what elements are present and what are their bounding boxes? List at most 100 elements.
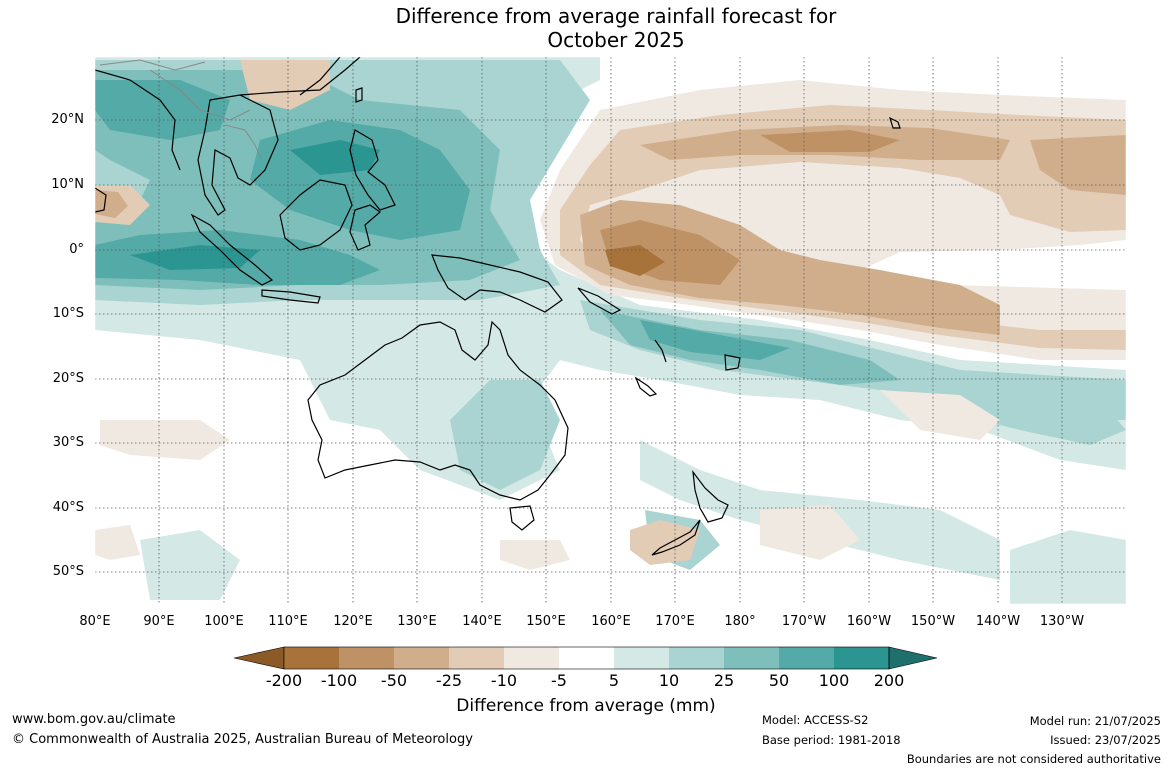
colorbar-tick-label: -25 (435, 671, 463, 690)
colorbar-swatch (394, 647, 449, 669)
colorbar-tick-label: 25 (713, 671, 735, 690)
solomon-islands-coastline (577, 287, 622, 315)
taiwan-coastline (355, 87, 363, 103)
lat-label: 30°S (52, 435, 84, 450)
model-name: Model: ACCESS-S2 (762, 713, 869, 727)
japan-coastline (299, 57, 341, 96)
india-coastline (95, 69, 181, 171)
anomaly-region (100, 420, 230, 460)
lat-label: 50°S (52, 564, 84, 579)
colorbar-swatch (669, 647, 724, 669)
boundaries-disclaimer: Boundaries are not considered authoritat… (906, 752, 1161, 766)
anomaly-region (140, 530, 240, 600)
lat-label: 20°S (52, 371, 84, 386)
colorbar-frame (283, 646, 890, 670)
colorbar-tick-label: -50 (380, 671, 408, 690)
lon-label: 90°E (143, 614, 175, 629)
anomaly-region (630, 520, 700, 565)
sumatra-coastline (190, 213, 274, 286)
anomaly-region (500, 540, 570, 570)
anomaly-region (560, 105, 1126, 350)
website-link[interactable]: www.bom.gov.au/climate (12, 712, 176, 727)
anomaly-region (240, 60, 330, 110)
new-guinea-coastline (431, 254, 563, 313)
lon-label: 170°E (655, 614, 695, 629)
colorbar-tick-label: -100 (320, 671, 358, 690)
anomaly-region (290, 140, 380, 175)
anomaly-region (1010, 530, 1126, 604)
colorbar-swatch (614, 647, 669, 669)
australia-coastline (307, 320, 569, 501)
colorbar (233, 646, 938, 670)
colorbar-tick-label: -5 (551, 671, 567, 690)
lat-label: 10°S (52, 306, 84, 321)
base-period: Base period: 1981-2018 (762, 733, 901, 747)
title-line-1: Difference from average rainfall forecas… (395, 4, 837, 28)
lat-label: 10°N (51, 177, 84, 192)
colorbar-swatch (559, 647, 614, 669)
lon-label: 150°W (910, 614, 956, 629)
colorbar-swatch (724, 647, 779, 669)
anomaly-region (640, 320, 790, 360)
anomaly-region (95, 80, 230, 140)
philippines-coastline (349, 129, 396, 211)
lon-label: 140°E (462, 614, 502, 629)
country-borders (99, 59, 263, 161)
colorbar-tick-label: -10 (490, 671, 518, 690)
south-island-nz-coastline (651, 519, 701, 556)
fiji-coastline (724, 354, 741, 371)
colorbar-title: Difference from average (mm) (456, 696, 716, 716)
border-line (224, 124, 263, 161)
colorbar-extend-high (888, 646, 938, 670)
lon-label: 80°E (79, 614, 111, 629)
anomaly-region (605, 245, 665, 276)
colorbar-tick-label: 100 (818, 671, 850, 690)
sulawesi-coastline (349, 204, 381, 251)
north-island-nz-coastline (692, 469, 729, 523)
colorbar-swatch (449, 647, 504, 669)
graticule (95, 57, 1126, 604)
anomaly-region (760, 505, 860, 560)
anomaly-region (95, 190, 128, 218)
lat-label: 0° (69, 242, 84, 257)
vanuatu-coastline (654, 339, 667, 363)
borneo-coastline (279, 179, 353, 251)
anomaly-region (1030, 135, 1126, 195)
lon-label: 170°W (781, 614, 827, 629)
colorbar-tick-label: 10 (658, 671, 680, 690)
lon-label: 100°E (204, 614, 244, 629)
china-coastline (239, 57, 361, 96)
model-run-date: Model run: 21/07/2025 (1029, 714, 1161, 728)
map-title: Difference from average rainfall forecas… (0, 4, 1173, 52)
lon-label: 160°E (591, 614, 631, 629)
new-caledonia-coastline (634, 376, 658, 397)
coastlines (95, 57, 901, 556)
colorbar-swatch (339, 647, 394, 669)
lon-label: 160°W (846, 614, 892, 629)
title-line-2: October 2025 (547, 28, 685, 52)
lon-label: 110°E (268, 614, 308, 629)
lon-label: 130°E (397, 614, 437, 629)
tasmania-coastline (509, 505, 535, 531)
colorbar-extend-low (233, 646, 285, 670)
border-line (149, 69, 251, 121)
colorbar-swatch (779, 647, 834, 669)
border-line (99, 59, 206, 71)
sri-lanka-coastline (95, 187, 107, 213)
colorbar-tick-label: 5 (608, 671, 620, 690)
colorbar-tick-label: 50 (768, 671, 790, 690)
indochina-coastline (197, 94, 279, 216)
lon-label: 180° (724, 614, 756, 629)
anomaly-region (760, 130, 900, 152)
lon-label: 120°E (333, 614, 373, 629)
colorbar-swatch (504, 647, 559, 669)
colorbar-tick-label: 200 (873, 671, 905, 690)
anomaly-region (450, 380, 560, 490)
lat-label: 40°S (52, 500, 84, 515)
anomaly-field (95, 57, 1126, 604)
issued-date: Issued: 23/07/2025 (1050, 733, 1161, 747)
anomaly-region (940, 390, 1126, 445)
copyright-text: © Commonwealth of Australia 2025, Austra… (12, 732, 473, 747)
lon-label: 130°W (1039, 614, 1085, 629)
